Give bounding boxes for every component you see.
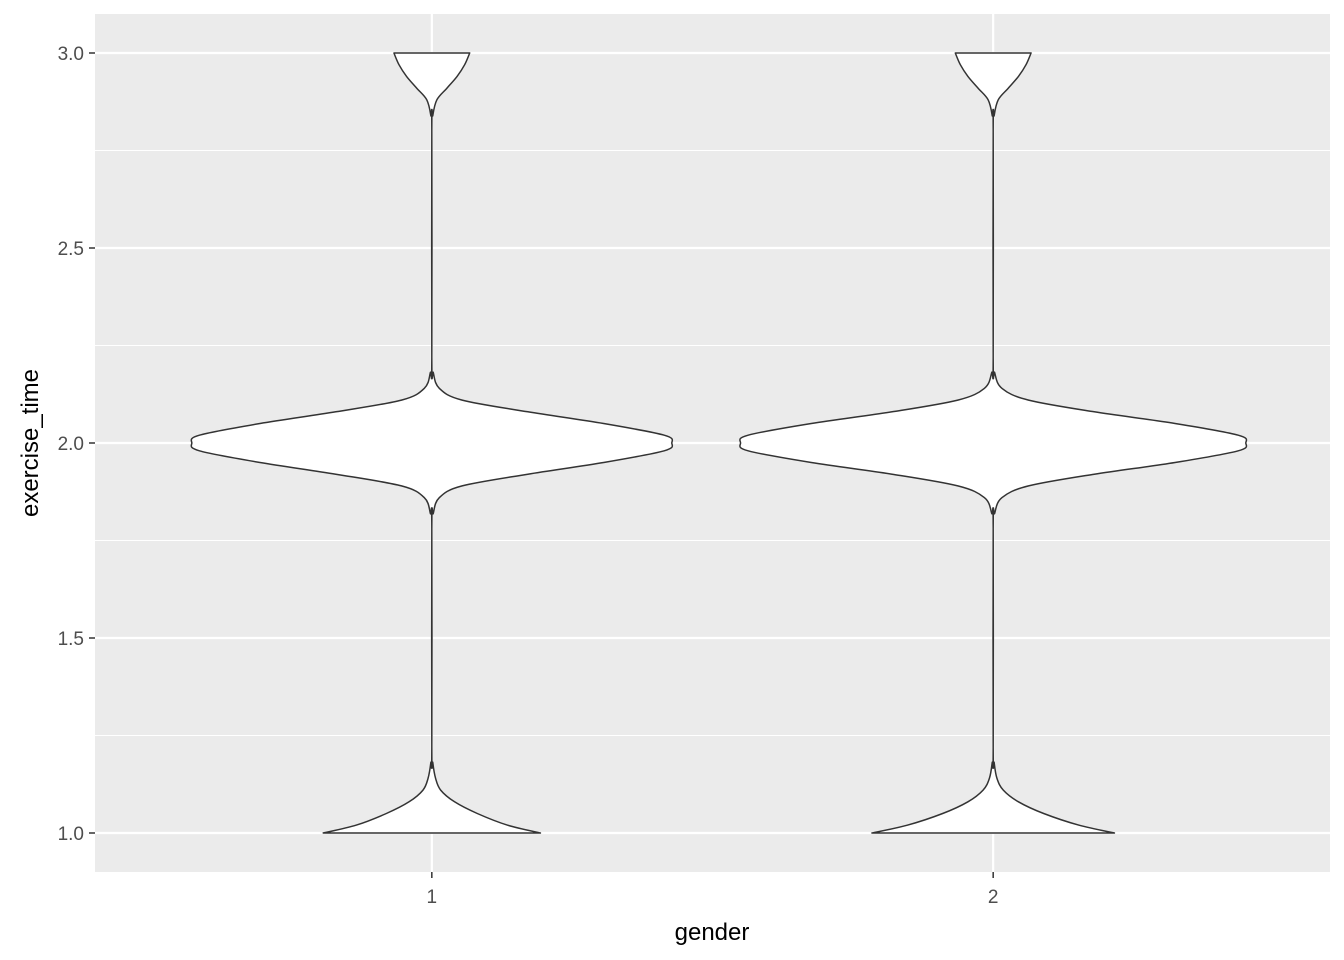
x-tick-label: 2 (988, 887, 999, 908)
violin-2 (739, 52, 1248, 834)
grid-minor (95, 149, 1330, 737)
y-tick-label: 3.0 (58, 44, 84, 65)
y-axis: 1.0 1.5 2.0 2.5 3.0 (58, 44, 95, 845)
y-axis-title: exercise_time (17, 369, 44, 517)
x-axis-title: gender (675, 919, 750, 946)
x-tick-label: 1 (427, 887, 438, 908)
y-tick-label: 2.5 (58, 239, 84, 260)
y-tick-label: 1.0 (58, 824, 84, 845)
violin-1 (190, 52, 674, 834)
violins (190, 52, 1248, 834)
y-tick-label: 1.5 (58, 629, 84, 650)
y-tick-label: 2.0 (58, 434, 84, 455)
